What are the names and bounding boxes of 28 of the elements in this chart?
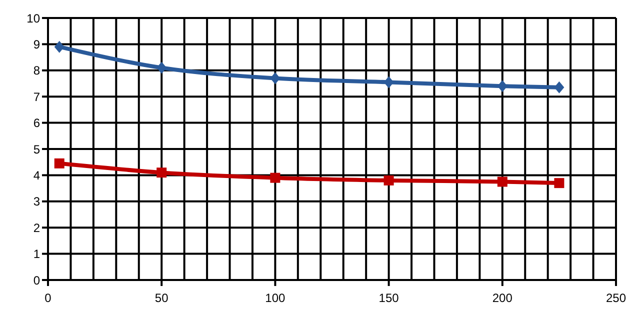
y-tick-label: 4 xyxy=(33,168,40,182)
point xyxy=(497,176,508,187)
y-tick-label: 5 xyxy=(33,142,40,156)
point xyxy=(554,178,564,188)
y-tick-label: 9 xyxy=(33,37,40,52)
x-tick-label: 150 xyxy=(378,291,400,305)
point xyxy=(384,175,394,186)
point xyxy=(554,81,564,94)
y-tick-label: 7 xyxy=(33,90,40,104)
point xyxy=(54,158,64,168)
y-tick-label: 3 xyxy=(33,194,40,209)
y-tick-label: 8 xyxy=(33,64,40,78)
x-tick-label: 100 xyxy=(265,291,286,305)
point xyxy=(54,40,64,53)
y-tick-label: 1 xyxy=(33,247,40,262)
point xyxy=(156,168,167,178)
x-tick-label: 0 xyxy=(44,291,52,305)
point xyxy=(270,172,280,183)
y-tick-label: 2 xyxy=(33,220,40,235)
x-tick-label: 200 xyxy=(492,291,513,305)
y-tick-label: 6 xyxy=(33,116,40,130)
point xyxy=(156,62,167,74)
x-tick-label: 50 xyxy=(154,291,169,305)
y-tick-label: 0 xyxy=(33,273,40,288)
point xyxy=(270,72,280,84)
point xyxy=(384,76,394,88)
x-tick-label: 250 xyxy=(606,291,626,305)
y-tick-label: 10 xyxy=(26,11,40,26)
